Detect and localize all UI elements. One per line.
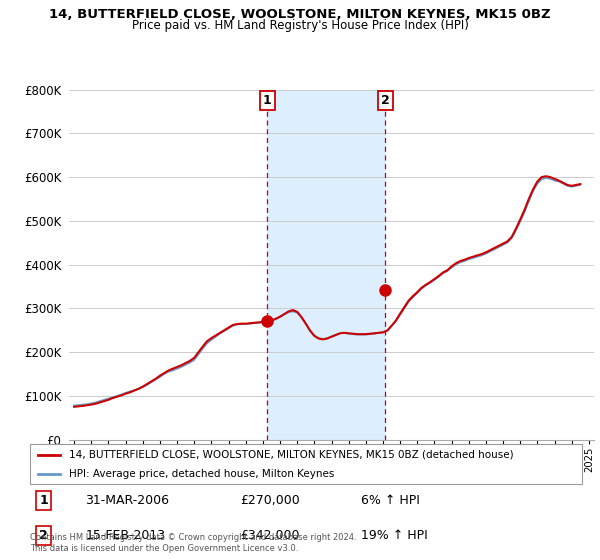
Text: 31-MAR-2006: 31-MAR-2006 [85,494,169,507]
Bar [267,90,385,440]
Text: 2: 2 [380,94,389,107]
Text: 2: 2 [40,529,48,542]
Text: £342,000: £342,000 [240,529,299,542]
Text: 6% ↑ HPI: 6% ↑ HPI [361,494,420,507]
Text: 15-FEB-2013: 15-FEB-2013 [85,529,166,542]
Text: 1: 1 [40,494,48,507]
Text: Contains HM Land Registry data © Crown copyright and database right 2024.
This d: Contains HM Land Registry data © Crown c… [30,533,356,553]
Text: £270,000: £270,000 [240,494,299,507]
Text: 14, BUTTERFIELD CLOSE, WOOLSTONE, MILTON KEYNES, MK15 0BZ (detached house): 14, BUTTERFIELD CLOSE, WOOLSTONE, MILTON… [68,450,513,460]
Text: 1: 1 [263,94,272,107]
Text: Price paid vs. HM Land Registry's House Price Index (HPI): Price paid vs. HM Land Registry's House … [131,19,469,32]
Text: HPI: Average price, detached house, Milton Keynes: HPI: Average price, detached house, Milt… [68,469,334,478]
Text: 14, BUTTERFIELD CLOSE, WOOLSTONE, MILTON KEYNES, MK15 0BZ: 14, BUTTERFIELD CLOSE, WOOLSTONE, MILTON… [49,8,551,21]
Text: 19% ↑ HPI: 19% ↑ HPI [361,529,428,542]
